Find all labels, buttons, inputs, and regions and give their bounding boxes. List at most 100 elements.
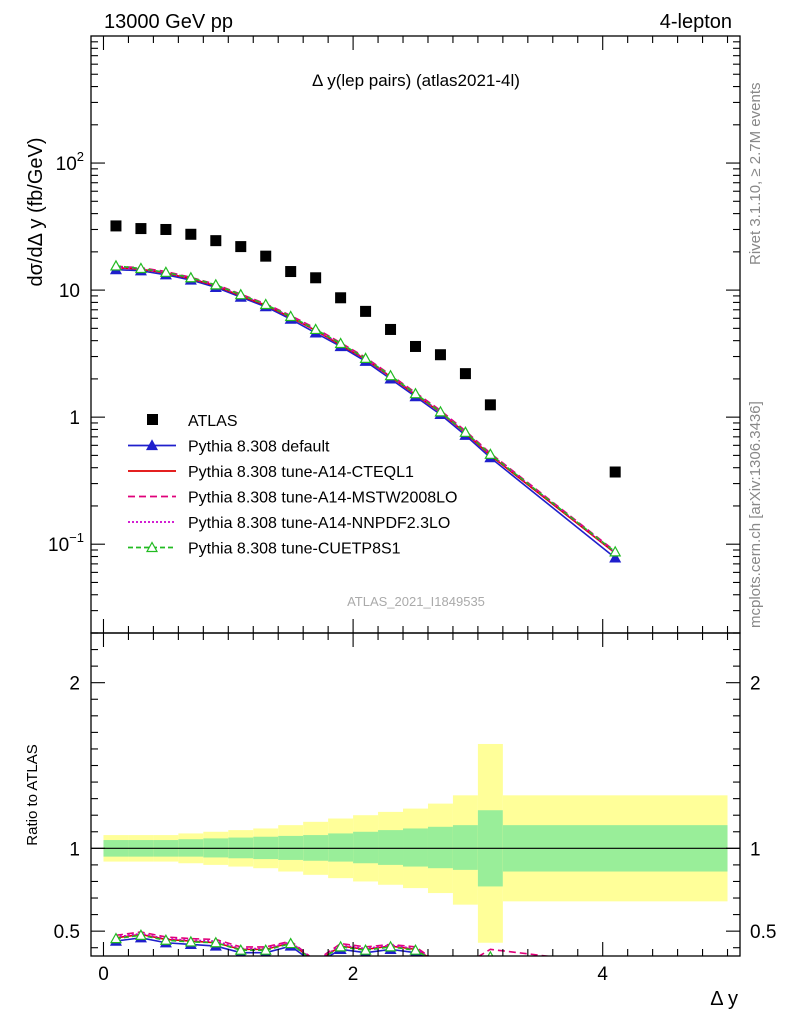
atlas-point (160, 223, 172, 235)
ratio-marker (435, 959, 445, 968)
ratio-tick-label-right: 1 (750, 839, 761, 860)
green-band-bin (452, 825, 478, 870)
atlas-point (335, 292, 347, 304)
legend-label-atlas: ATLAS (188, 413, 238, 430)
atlas-point (235, 241, 247, 253)
rivet-version-label: Rivet 3.1.10, ≥ 2.7M events (747, 83, 764, 266)
main-plot-series (109, 259, 622, 563)
ratio-marker (159, 934, 172, 945)
green-band-bin (403, 828, 428, 867)
series-marker (309, 323, 322, 335)
ratio-marker (109, 932, 122, 944)
series-marker (334, 337, 347, 349)
x-tick-label: 2 (348, 964, 359, 985)
legend-label-0: Pythia 8.308 default (188, 439, 330, 456)
ratio-marker (460, 959, 470, 968)
ratio-uncertainty-bands (103, 743, 728, 943)
ratio-marker (435, 959, 445, 968)
y-tick-label: 1 (69, 408, 80, 429)
ratio-plot-series (109, 929, 620, 968)
legend-marker-4 (145, 541, 159, 553)
ratio-marker (311, 959, 321, 968)
ratio-tick-label-left: 0.5 (54, 922, 80, 943)
series-marker (409, 387, 422, 399)
series-marker (159, 266, 172, 277)
ratio-line-2 (115, 931, 553, 956)
series-marker (284, 310, 297, 322)
ratio-line-1 (115, 933, 429, 956)
legend-label-1: Pythia 8.308 tune-A14-CTEQL1 (188, 464, 414, 481)
series-marker (109, 259, 122, 271)
ratio-marker (384, 940, 397, 952)
ratio-marker (334, 940, 347, 952)
green-band-bin (328, 833, 354, 862)
header-process: 4-lepton (660, 11, 732, 33)
plot-title: Δ y(lep pairs) (atlas2021-4l) (312, 71, 520, 90)
series-marker (609, 545, 622, 557)
ratio-marker (284, 937, 297, 949)
series-marker (609, 551, 622, 563)
atlas-point (609, 466, 621, 478)
ratio-axis-label: Ratio to ATLAS (24, 744, 41, 845)
legend-marker-atlas (147, 414, 158, 425)
atlas-point (410, 340, 421, 352)
x-tick-label: 0 (98, 964, 109, 985)
x-tick-label: 4 (597, 964, 608, 985)
atlas-point (260, 250, 272, 262)
y-axis-label: dσ/dΔ y (fb/GeV) (25, 137, 47, 286)
atlas-point (484, 399, 496, 411)
ratio-marker (610, 959, 620, 968)
atlas-point (210, 235, 222, 247)
legend: ATLAS Pythia 8.308 default Pythia 8.308 tu… (128, 413, 457, 558)
series-marker (134, 262, 147, 274)
green-band-bin (378, 830, 404, 865)
ratio-marker (134, 929, 147, 940)
legend-marker-0 (145, 439, 159, 451)
y-tick-label: 10 (59, 281, 80, 302)
series-marker (209, 278, 222, 290)
mcplots-label: mcplots.cern.ch [arXiv:1306.3436] (747, 401, 764, 628)
atlas-point (135, 223, 147, 235)
x-axis-label: Δ y (710, 988, 738, 1010)
atlas-point (434, 349, 446, 361)
green-band-bin (427, 826, 453, 869)
axis-tick-labels: 0 2 4 10−1 1 10 102 0.5 0.5 1 1 2 2 (48, 149, 776, 985)
ratio-marker (610, 959, 620, 968)
analysis-watermark: ATLAS_2021_I1849535 (347, 594, 485, 609)
atlas-point (185, 228, 197, 240)
ratio-tick-label-right: 2 (750, 674, 761, 695)
ratio-plot-frame (90, 632, 741, 957)
ratio-tick-label-left: 1 (69, 839, 80, 860)
atlas-point (360, 305, 372, 317)
green-band-bin (353, 831, 379, 864)
atlas-point (310, 272, 322, 284)
y-tick-label: 10−1 (48, 530, 84, 556)
legend-label-3: Pythia 8.308 tune-A14-NNPDF2.3LO (188, 515, 450, 532)
ratio-marker (259, 943, 272, 955)
ratio-marker (409, 943, 422, 955)
ratio-marker (485, 959, 495, 968)
series-marker (434, 405, 447, 417)
atlas-point (385, 323, 397, 335)
header-energy: 13000 GeV pp (104, 11, 233, 33)
series-marker (234, 288, 247, 300)
ratio-tick-label-right: 0.5 (750, 922, 776, 943)
ratio-marker (184, 935, 197, 947)
ratio-marker (209, 936, 222, 948)
ratio-tick-label-left: 2 (69, 674, 80, 695)
ratio-marker (487, 950, 494, 956)
legend-label-4: Pythia 8.308 tune-CUETP8S1 (188, 541, 401, 558)
series-marker (259, 298, 272, 310)
atlas-point (459, 368, 471, 380)
series-marker (459, 426, 472, 437)
y-tick-label: 102 (56, 149, 84, 175)
series-marker (184, 271, 197, 283)
ratio-line-0 (115, 936, 425, 956)
legend-label-2: Pythia 8.308 tune-A14-MSTW2008LO (188, 490, 457, 507)
series-marker (359, 352, 372, 364)
atlas-point (110, 220, 122, 232)
ratio-marker (359, 943, 372, 955)
series-marker (384, 369, 397, 381)
axis-ticks (91, 36, 740, 956)
